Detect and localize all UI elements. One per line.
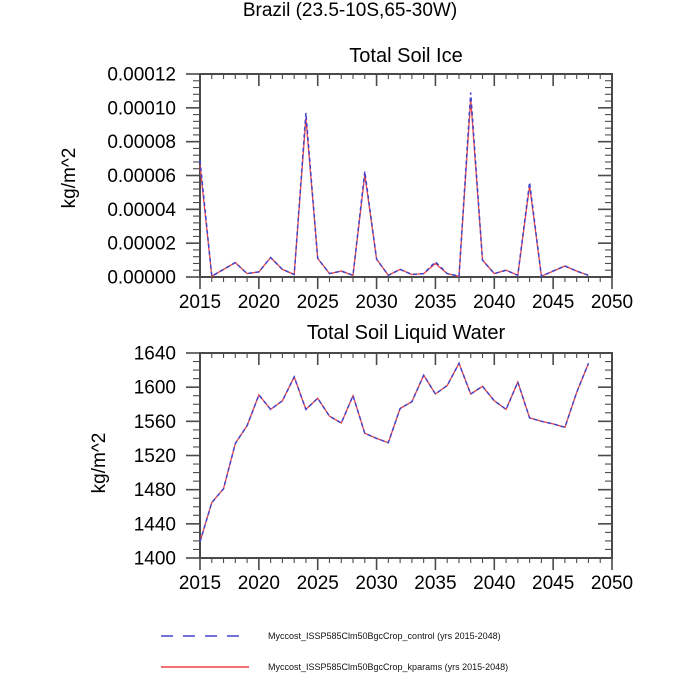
svg-text:2050: 2050	[591, 292, 633, 313]
svg-text:0.00010: 0.00010	[107, 98, 176, 119]
svg-text:2040: 2040	[473, 292, 515, 313]
legend-control-label: Myccost_ISSP585Clm50BgcCrop_control (yrs…	[268, 631, 501, 641]
svg-text:1640: 1640	[134, 344, 176, 365]
svg-text:2045: 2045	[532, 573, 574, 594]
legend-kparams-line-sample	[161, 666, 249, 668]
svg-text:2035: 2035	[414, 292, 456, 313]
soil-ice-title: Total Soil Ice	[349, 45, 463, 67]
svg-text:2035: 2035	[414, 573, 456, 594]
svg-text:2015: 2015	[179, 292, 221, 313]
svg-text:2025: 2025	[297, 573, 339, 594]
svg-text:2030: 2030	[355, 573, 397, 594]
svg-text:2045: 2045	[532, 292, 574, 313]
svg-text:2015: 2015	[179, 573, 221, 594]
svg-text:1400: 1400	[134, 549, 176, 570]
svg-text:1600: 1600	[134, 378, 176, 399]
svg-text:2050: 2050	[591, 573, 633, 594]
svg-text:1480: 1480	[134, 480, 176, 501]
svg-text:1520: 1520	[134, 446, 176, 467]
svg-text:0.00012: 0.00012	[107, 65, 176, 86]
svg-text:2040: 2040	[473, 573, 515, 594]
svg-text:0.00000: 0.00000	[107, 268, 176, 289]
svg-text:0.00008: 0.00008	[107, 132, 176, 153]
soil-liquid-water-title: Total Soil Liquid Water	[306, 322, 506, 344]
legend-control-line-sample	[161, 635, 249, 637]
legend-item-kparams: Myccost_ISSP585Clm50BgcCrop_kparams (yrs…	[160, 661, 508, 673]
svg-text:1440: 1440	[134, 514, 176, 535]
svg-text:2030: 2030	[355, 292, 397, 313]
figure-title: Brazil (23.5-10S,65-30W)	[242, 0, 458, 21]
legend-kparams-label: Myccost_ISSP585Clm50BgcCrop_kparams (yrs…	[268, 662, 509, 672]
svg-text:2025: 2025	[297, 292, 339, 313]
svg-text:2020: 2020	[238, 573, 280, 594]
svg-text:2020: 2020	[238, 292, 280, 313]
svg-text:1560: 1560	[134, 412, 176, 433]
legend-item-control: Myccost_ISSP585Clm50BgcCrop_control (yrs…	[160, 630, 501, 642]
svg-text:0.00004: 0.00004	[107, 200, 176, 221]
svg-text:0.00002: 0.00002	[107, 234, 176, 255]
svg-text:0.00006: 0.00006	[107, 166, 176, 187]
